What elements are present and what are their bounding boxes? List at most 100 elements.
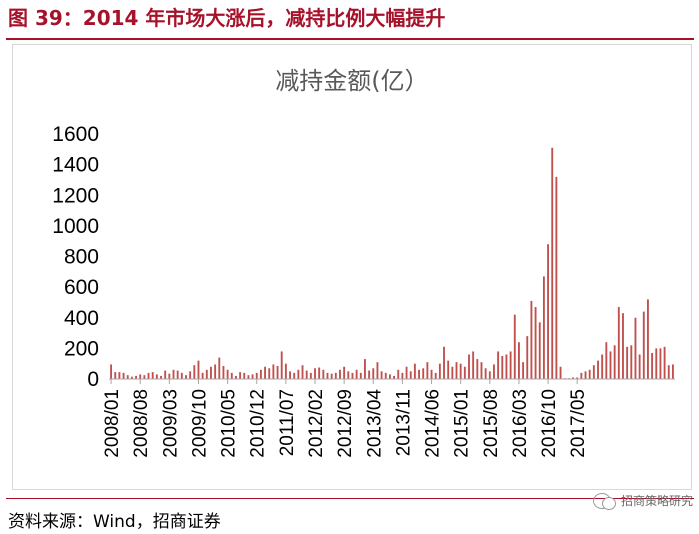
bar: [634, 317, 637, 379]
bar: [530, 300, 533, 379]
bar: [276, 365, 279, 379]
bar: [384, 372, 387, 380]
bar: [443, 346, 445, 379]
bar: [126, 375, 129, 379]
figure-title: 图 39：2014 年市场大涨后，减持比例大幅提升: [8, 6, 446, 30]
bar: [430, 369, 433, 379]
bar: [426, 362, 429, 379]
x-tick-label: 2010/12: [248, 389, 269, 458]
x-tick-label: 2009/10: [189, 389, 210, 458]
bar: [309, 372, 312, 380]
bar: [297, 369, 300, 379]
bar: [176, 370, 179, 379]
bar: [226, 369, 229, 379]
bar: [326, 372, 329, 380]
bar: [355, 369, 358, 379]
bar: [205, 369, 208, 379]
bar: [180, 372, 183, 380]
source-note: 资料来源：Wind，招商证券: [8, 512, 221, 532]
bar: [455, 362, 458, 379]
bar: [671, 364, 674, 379]
bar: [168, 373, 171, 379]
x-tick-label: 2010/05: [219, 389, 240, 458]
bar: [388, 374, 391, 379]
bar: [551, 147, 554, 379]
bar: [605, 342, 608, 379]
bar: [289, 371, 291, 379]
bar: [609, 351, 612, 379]
bar: [376, 362, 379, 379]
bar: [368, 370, 371, 379]
bar: [559, 366, 562, 379]
bar: [659, 348, 662, 380]
bar: [638, 354, 641, 379]
bar: [588, 369, 591, 379]
bar: [476, 359, 479, 379]
bar: [380, 371, 383, 379]
bar: [472, 351, 475, 379]
bar: [330, 373, 333, 379]
bar: [393, 375, 396, 379]
bar: [160, 375, 162, 379]
bar: [413, 363, 416, 379]
bar: [143, 375, 146, 379]
bar: [164, 370, 167, 379]
bar: [409, 371, 412, 379]
bar: [522, 362, 525, 379]
bar: [434, 372, 437, 380]
bar: [576, 377, 579, 379]
bar: [135, 375, 137, 379]
x-tick-label: 2014/06: [423, 389, 444, 458]
bar: [147, 372, 150, 380]
bar: [422, 368, 425, 379]
watermark-text: 招商策略研究: [620, 494, 693, 508]
bar: [210, 366, 212, 379]
bar: [280, 351, 283, 379]
bar: [118, 372, 121, 379]
bar: [155, 374, 158, 379]
bar: [438, 363, 441, 379]
bar: [630, 345, 633, 379]
bar: [201, 372, 204, 380]
bar: [597, 360, 599, 380]
bar: [397, 369, 400, 379]
bar: [318, 367, 321, 379]
bar: [509, 351, 512, 379]
y-tick-label: 600: [64, 276, 99, 299]
x-tick-label: 2008/01: [102, 389, 123, 458]
bar: [405, 366, 408, 379]
bar: [468, 354, 470, 379]
chat-bubble-icon: [592, 492, 616, 510]
bar: [222, 365, 225, 379]
bar: [622, 313, 624, 379]
bar: [284, 363, 287, 379]
bar: [364, 359, 366, 379]
y-tick-label: 400: [64, 307, 99, 330]
x-axis-ticks: 2008/01 2008/08 2009/03 2009/10 2010/05 2010/…: [102, 379, 589, 458]
bar: [617, 307, 620, 379]
title-divider: [6, 38, 694, 40]
x-tick-label: 2009/03: [160, 389, 181, 458]
y-tick-label: 1200: [52, 184, 99, 207]
bar: [189, 371, 192, 379]
chart-frame: 减持金额(亿） 0 200 400 600 800 1000 1200 1400 1600 20…: [12, 44, 692, 490]
bar: [334, 372, 337, 380]
bar: [185, 375, 187, 379]
x-tick-label: 2008/08: [131, 389, 152, 458]
bar: [339, 369, 341, 379]
bar: [451, 366, 454, 379]
bar: [122, 372, 125, 380]
bar: [626, 346, 629, 379]
bar: [418, 369, 420, 379]
y-tick-label: 200: [64, 337, 99, 360]
bar: [301, 365, 304, 379]
bar: [401, 372, 404, 380]
x-tick-label: 2011/07: [277, 389, 298, 456]
bar: [488, 371, 491, 379]
bar: [251, 374, 254, 379]
bar: [359, 372, 362, 380]
bar: [230, 372, 233, 380]
bar: [110, 364, 113, 379]
bar: [459, 363, 462, 379]
bar: [343, 366, 346, 379]
